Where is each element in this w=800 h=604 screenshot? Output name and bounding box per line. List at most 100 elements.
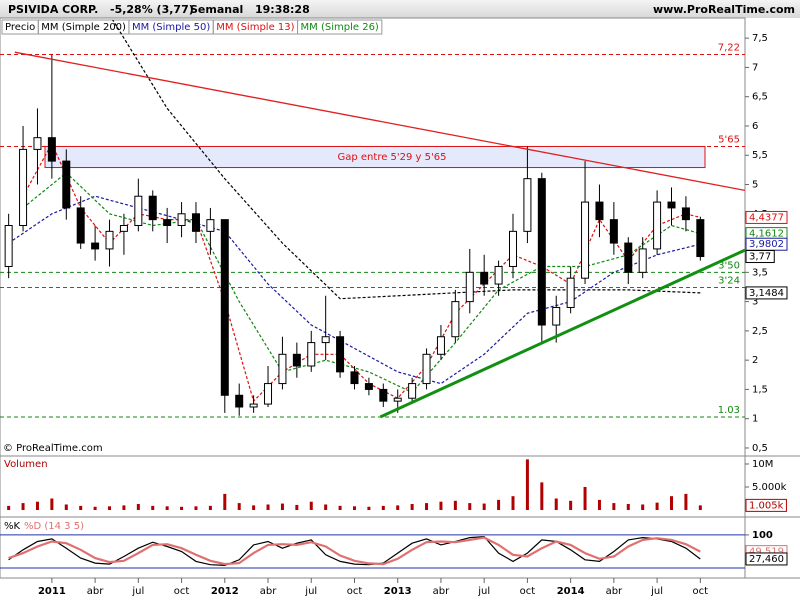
y-tick-label: 0,5 — [752, 443, 768, 454]
y-tick-label: 10M — [752, 459, 773, 470]
y-tick-label: 3,5 — [752, 267, 768, 278]
candle-body — [76, 207, 85, 244]
candle-body — [19, 148, 28, 226]
candle-body — [566, 277, 575, 308]
volume-bar — [453, 500, 457, 510]
site: www.ProRealTime.com — [653, 3, 795, 16]
period: Semanal — [190, 3, 243, 16]
candle-body — [653, 201, 662, 250]
legend-entry: %D (14 3 5) — [24, 521, 84, 532]
axis-marker — [745, 210, 788, 224]
moving-average — [112, 20, 701, 300]
candle-body — [523, 178, 532, 232]
volume-bar — [50, 498, 54, 510]
legend-entry: Precio — [5, 22, 35, 33]
candle-body — [350, 371, 359, 385]
frame — [0, 17, 746, 579]
candle-body — [220, 219, 229, 396]
candle-body — [62, 160, 71, 209]
candle-body — [537, 178, 546, 326]
volume-bar — [655, 502, 659, 510]
candle-body — [609, 219, 618, 244]
volume-bar — [626, 504, 630, 510]
volume-bar — [511, 496, 515, 510]
y-tick-label: 100 — [752, 530, 773, 541]
volume-bar — [64, 504, 68, 510]
y-tick-label: 6,5 — [752, 92, 768, 103]
x-tick-label: 2011 — [38, 586, 66, 597]
x-tick-label: oct — [347, 586, 363, 597]
y-tick-label: 7 — [752, 62, 758, 73]
legend-box — [297, 19, 383, 35]
candle-body — [264, 383, 273, 405]
candle-body — [336, 336, 345, 373]
volume-bar — [223, 493, 227, 510]
x-tick-label: abr — [87, 586, 104, 597]
y-tick-label: 1,5 — [752, 384, 768, 395]
volume-bar — [410, 504, 414, 510]
gap-label: Gap entre 5'29 y 5'65 — [338, 152, 447, 163]
header-bar — [0, 0, 800, 18]
legend-entry: MM (Simple 13) — [216, 22, 294, 33]
volume-bar — [554, 498, 558, 510]
candle-body — [494, 265, 503, 285]
change: -5,28% (3,77) — [110, 3, 194, 16]
volume-bar — [93, 506, 97, 510]
candle-body — [163, 219, 172, 226]
volume-bar — [525, 459, 529, 510]
volume-bar — [280, 503, 284, 510]
legend-entry: MM (Simple 200) — [41, 22, 126, 33]
candle-body — [451, 301, 460, 338]
candle-body — [33, 137, 42, 150]
axis-marker-label: 1.005k — [749, 500, 784, 511]
axis-marker-label: 3,77 — [749, 252, 771, 263]
volume-bar — [165, 506, 169, 510]
x-tick-label: oct — [693, 586, 709, 597]
candle-body — [4, 224, 13, 267]
axis-marker-label: 3,1484 — [749, 288, 784, 299]
y-tick-label: 7,5 — [752, 33, 768, 44]
volume-bar — [540, 482, 544, 510]
level-label: 3'24 — [718, 276, 740, 287]
level-label: 3'50 — [718, 260, 740, 271]
volume-bar — [237, 503, 241, 510]
candle-body — [696, 219, 705, 258]
candle-body — [292, 353, 301, 367]
volume-bar — [569, 500, 573, 510]
volume-bar — [208, 505, 212, 510]
axis-marker — [745, 498, 787, 512]
y-tick-label: 5 — [752, 180, 758, 191]
candle-body — [667, 201, 676, 209]
volume-bar — [381, 505, 385, 510]
symbol: PSIVIDA CORP. — [8, 3, 98, 16]
candle-body — [105, 230, 114, 250]
candle-body — [581, 201, 590, 279]
candle-body — [379, 388, 388, 402]
volume-bar — [7, 505, 11, 510]
volume-bar — [194, 506, 198, 510]
volume-bar — [35, 501, 39, 510]
volume-bar — [641, 504, 645, 510]
y-tick-label: 5.000k — [752, 482, 787, 493]
copyright: © ProRealTime.com — [3, 443, 103, 454]
volume-bar — [425, 503, 429, 510]
legend-entry: MM (Simple 50) — [132, 22, 210, 33]
axis-marker-label: 27,460 — [749, 554, 784, 565]
candle-body — [191, 213, 200, 232]
candle-body — [436, 336, 445, 355]
x-tick-label: jul — [477, 586, 490, 597]
volume-bar — [698, 505, 702, 510]
volume-bar — [21, 503, 25, 510]
candle-body — [624, 242, 633, 273]
x-tick-label: oct — [174, 586, 190, 597]
panel — [7, 459, 702, 510]
candle-body — [638, 248, 647, 273]
oscillator-line — [8, 536, 701, 566]
volume-bar — [439, 501, 443, 510]
candle-body — [422, 353, 431, 385]
x-tick-label: 2014 — [557, 586, 585, 597]
volume-bar — [295, 504, 299, 510]
volume-bar — [309, 501, 313, 510]
volume-bar — [352, 506, 356, 510]
trend-line — [14, 51, 745, 192]
